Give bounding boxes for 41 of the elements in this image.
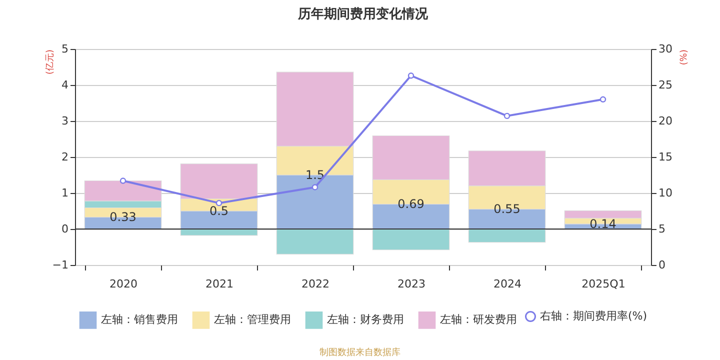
y-tick-label: −1 — [52, 258, 68, 272]
x-tick-label: 2023 — [398, 278, 426, 290]
data-label: 0.33 — [110, 210, 136, 224]
y-tick-label: 0 — [62, 222, 68, 236]
y2-tick-label: 30 — [658, 42, 672, 56]
legend-label: 左轴：销售费用 — [101, 313, 178, 326]
legend-label: 左轴：管理费用 — [214, 313, 291, 326]
x-tick-label: 2022 — [302, 278, 330, 290]
y2-tick-label: 0 — [658, 258, 666, 272]
point — [600, 96, 606, 102]
y-tick-label: 3 — [62, 114, 68, 128]
data-label: 0.14 — [590, 216, 616, 231]
text: 制图数据来自数据库 — [318, 346, 402, 359]
x-tick-label: 2025Q1 — [582, 278, 626, 290]
y-tick-label: 2 — [62, 150, 68, 164]
x-tick-label: 2020 — [110, 278, 138, 290]
y-axis-title: (亿元) — [44, 50, 56, 75]
data-label: 0.69 — [398, 197, 424, 212]
chart-title: 历年期间费用变化情况 — [297, 6, 429, 22]
y2-tick-label: 25 — [658, 78, 672, 92]
x-tick-label: 2024 — [494, 278, 522, 290]
data-label: 0.5 — [209, 204, 229, 218]
data-label: 0.55 — [494, 202, 520, 216]
y-tick-label: 1 — [62, 186, 68, 200]
point — [120, 178, 126, 184]
legend-label: 右轴：期间费用率(%) — [540, 310, 648, 322]
legend-label: 左轴：财务费用 — [327, 313, 404, 326]
point — [312, 184, 318, 190]
y-tick-label: 4 — [62, 78, 68, 92]
legend-label: 左轴：研发费用 — [440, 313, 517, 326]
data-label: 1.5 — [305, 168, 325, 182]
x-tick-label: 2021 — [206, 278, 234, 290]
y2-tick-label: 20 — [658, 114, 672, 128]
y-tick-label: 5 — [62, 42, 68, 56]
y2-tick-label: 15 — [658, 150, 672, 164]
point — [504, 112, 510, 120]
y2-tick-label: 10 — [658, 186, 672, 200]
point — [216, 200, 222, 206]
y2-axis-title: (%) — [680, 50, 690, 66]
point — [408, 72, 414, 79]
y2-tick-label: 5 — [658, 222, 666, 236]
